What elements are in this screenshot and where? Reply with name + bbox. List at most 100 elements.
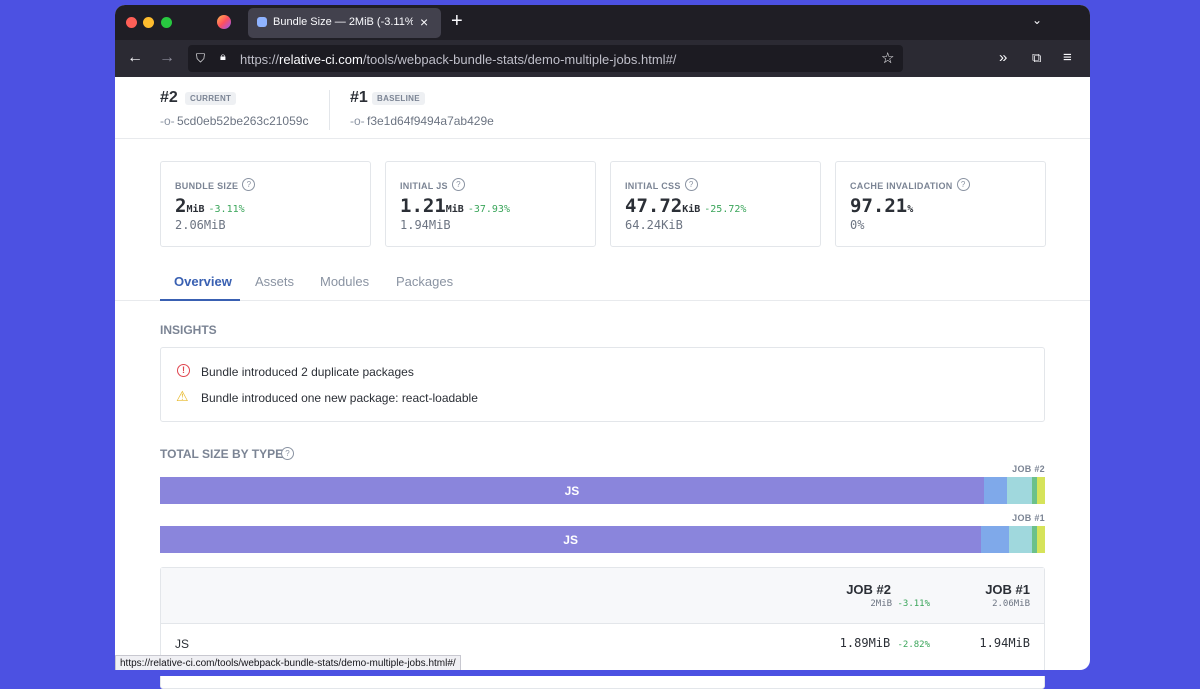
insight: Bundle introduced one new package: react… <box>201 391 478 405</box>
bar-segment[interactable] <box>1031 477 1038 504</box>
bar-segment[interactable] <box>1037 477 1045 504</box>
metric-label-row: CACHE INVALIDATION? <box>850 176 970 194</box>
help-icon[interactable]: ? <box>956 178 970 192</box>
metric-card[interactable]: BUNDLE SIZE? 2MiB -3.11% 2.06MiB <box>160 161 371 247</box>
metric-baseline: 2.06MiB <box>175 218 226 232</box>
new-tab[interactable]: + <box>451 10 463 32</box>
metric-label-row: INITIAL CSS? <box>625 176 698 194</box>
column-header: JOB #1 <box>985 582 1030 597</box>
tab[interactable]: Packages <box>396 274 454 289</box>
help-icon[interactable]: ? <box>451 178 465 192</box>
metric-unit: MiB <box>186 204 205 215</box>
metric-delta: -3.11% <box>208 204 245 215</box>
commit-icon: -o- <box>160 114 175 128</box>
metric-card[interactable]: INITIAL CSS? 47.72KiB -25.72% 64.24KiB <box>610 161 821 247</box>
metric-delta: -37.93% <box>467 204 510 215</box>
browser-window: Bundle Size — 2MiB (-3.11%). - R × + ⌄ ←… <box>115 5 1090 670</box>
bar-segment[interactable] <box>981 526 1009 553</box>
bar-segment[interactable] <box>1006 477 1032 504</box>
url-host: relative-ci.com <box>279 52 363 67</box>
job-id: #2 <box>160 89 178 106</box>
minimize-window[interactable] <box>143 17 154 28</box>
url-path: /tools/webpack-bundle-stats/demo-multipl… <box>362 52 677 67</box>
row-name: JS <box>175 637 190 651</box>
total: 2MiB <box>870 599 893 609</box>
favicon <box>257 17 267 27</box>
bookmark-star[interactable]: ☆ <box>881 50 895 67</box>
metric-value-row: 2MiB -3.11% <box>175 195 245 217</box>
menu-button[interactable]: ≡ <box>1063 49 1072 66</box>
metric-value-row: 47.72KiB -25.72% <box>625 195 746 217</box>
metric-unit: MiB <box>445 204 464 215</box>
divider <box>329 90 330 130</box>
help-icon[interactable]: ? <box>242 178 256 192</box>
separator <box>115 138 1090 139</box>
commit-icon: -o- <box>350 114 365 128</box>
metric-label: INITIAL JS <box>400 181 448 191</box>
insights-title: INSIGHTS <box>160 323 217 337</box>
url-prefix: https:// <box>240 52 280 67</box>
metric-unit: KiB <box>682 204 701 215</box>
bar-segment[interactable] <box>1008 526 1032 553</box>
overflow-button[interactable]: » <box>999 49 1008 66</box>
metric-value: 47.72 <box>625 195 683 217</box>
job-hash: 5cd0eb52be263c21059c <box>177 114 309 128</box>
zoom-window[interactable] <box>161 17 172 28</box>
bar-segment[interactable] <box>1031 526 1038 553</box>
tabs-line <box>115 300 1090 301</box>
active-tab[interactable]: Bundle Size — 2MiB (-3.11%). - R × <box>248 8 441 38</box>
metric-label: BUNDLE SIZE <box>175 181 239 191</box>
metric-value: 97.21 <box>850 195 908 217</box>
metric-value: 1.21 <box>400 195 446 217</box>
firefox-icon <box>217 15 231 29</box>
tab-title: Bundle Size — 2MiB (-3.11%). - R <box>273 16 413 28</box>
row-current: 1.89MiB -2.82% <box>840 636 930 650</box>
metric-card[interactable]: CACHE INVALIDATION? 97.21% 0% <box>835 161 1046 247</box>
metric-value-row: 97.21% <box>850 195 913 217</box>
warning-icon: ⚠︎ <box>176 388 189 404</box>
active-tab-underline <box>160 299 240 301</box>
metric-card[interactable]: INITIAL JS? 1.21MiB -37.93% 1.94MiB <box>385 161 596 247</box>
back-button[interactable]: ← <box>127 49 143 66</box>
tab[interactable]: Assets <box>255 274 295 289</box>
bar-segment[interactable]: JS <box>160 526 982 553</box>
url-bar[interactable]: ⛉ 🔒︎ https://relative-ci.com/tools/webpa… <box>188 45 903 72</box>
bar-segment[interactable] <box>1037 526 1045 553</box>
bar-segment[interactable]: JS <box>160 477 984 504</box>
metric-delta: -25.72% <box>704 204 747 215</box>
table-header <box>161 568 1044 624</box>
extensions-button[interactable]: ⧉ <box>1032 50 1042 65</box>
metric-label-row: INITIAL JS? <box>400 176 465 194</box>
value: 1.89MiB <box>839 636 891 650</box>
forward-button[interactable]: → <box>159 49 175 66</box>
metric-value-row: 1.21MiB -37.93% <box>400 195 510 217</box>
lock-icon: 🔒︎ <box>220 51 226 63</box>
total-size-title: TOTAL SIZE BY TYPE <box>160 447 284 461</box>
tab[interactable]: Overview <box>174 274 232 289</box>
url: https://relative-ci.com/tools/webpack-bu… <box>240 52 676 67</box>
column-header: JOB #2 <box>846 582 891 597</box>
error-icon: ! <box>177 364 190 377</box>
metric-label-row: BUNDLE SIZE? <box>175 176 256 194</box>
bar-label: JOB #2 <box>1012 464 1045 474</box>
row-baseline: 1.94MiB <box>979 636 1030 650</box>
insight: Bundle introduced 2 duplicate packages <box>201 365 414 379</box>
close-window[interactable] <box>126 17 137 28</box>
metric-value: 2 <box>175 195 187 217</box>
shield-icon: ⛉ <box>196 51 206 65</box>
help-icon[interactable]: ? <box>684 178 698 192</box>
help-icon[interactable]: ? <box>281 447 294 460</box>
tab-list[interactable]: ⌄ <box>1032 13 1043 27</box>
metric-baseline: 0% <box>850 218 865 232</box>
job-hash: f3e1d64f9494a7ab429e <box>367 114 494 128</box>
bar-segment[interactable] <box>983 477 1007 504</box>
bar-label: JOB #1 <box>1012 513 1045 523</box>
metric-baseline: 64.24KiB <box>625 218 683 232</box>
job-tag: CURRENT <box>185 92 237 105</box>
insights-box <box>160 347 1045 422</box>
tab-close[interactable]: × <box>420 14 429 30</box>
stacked-bar: JS <box>160 477 1045 504</box>
tab[interactable]: Modules <box>320 274 370 289</box>
segment-label: JS <box>563 533 578 547</box>
